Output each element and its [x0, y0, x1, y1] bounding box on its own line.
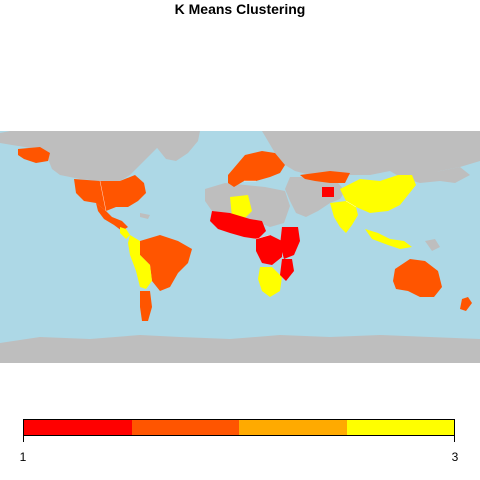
- mozambique: [280, 259, 294, 281]
- cluster-2-regions: [18, 147, 472, 321]
- north-africa-yellow: [230, 195, 252, 219]
- legend-tick-min: [23, 436, 24, 442]
- russia: [300, 171, 350, 183]
- andes: [128, 235, 152, 289]
- new-zealand: [460, 297, 472, 311]
- brazil: [140, 235, 192, 291]
- china: [340, 175, 416, 213]
- legend-tick-max: [454, 436, 455, 442]
- alaska: [18, 147, 50, 163]
- europe: [228, 151, 285, 187]
- southeast-asia: [365, 229, 412, 249]
- southern-africa: [258, 267, 282, 297]
- mexico: [96, 203, 128, 231]
- legend-segment-1: [24, 420, 132, 435]
- west-africa: [210, 211, 266, 239]
- afghanistan: [322, 187, 334, 197]
- east-africa: [280, 227, 300, 259]
- borders: [99, 180, 357, 240]
- legend-segment-2: [131, 420, 239, 435]
- legend-label-min: 1: [19, 450, 27, 464]
- australia: [393, 259, 442, 297]
- legend-label-max: 3: [451, 450, 459, 464]
- argentina: [140, 291, 152, 321]
- legend-segment-3: [239, 420, 347, 435]
- legend-color-bar: [23, 419, 455, 436]
- no-data-land: [0, 131, 480, 363]
- usa: [74, 175, 146, 211]
- world-map: [0, 131, 480, 363]
- legend-segment-4: [346, 420, 454, 435]
- map-title: K Means Clustering: [174, 1, 306, 17]
- central-america: [120, 227, 130, 239]
- cluster-3-regions: [120, 175, 416, 297]
- india: [330, 201, 358, 233]
- central-africa: [256, 235, 282, 265]
- cluster-1-regions: [210, 187, 334, 281]
